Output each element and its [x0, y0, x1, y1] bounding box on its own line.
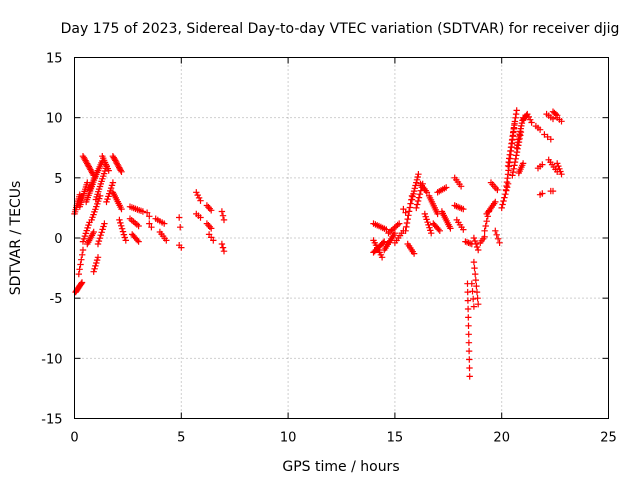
chart-title: Day 175 of 2023, Sidereal Day-to-day VTE…: [61, 21, 620, 37]
x-axis-label: GPS time / hours: [282, 459, 399, 475]
x-tick-label: 25: [600, 431, 617, 446]
x-tick-label: 5: [177, 431, 185, 446]
y-tick-label: 0: [54, 232, 62, 247]
y-tick-label: -10: [41, 352, 62, 367]
x-tick-label: 0: [70, 431, 78, 446]
y-tick-label: -5: [50, 292, 63, 307]
x-tick-label: 10: [280, 431, 297, 446]
x-tick-label: 20: [493, 431, 510, 446]
data-points: [71, 107, 565, 380]
data-point-markers: [71, 107, 565, 380]
x-tick-label: 15: [387, 431, 404, 446]
y-tick-label: 10: [46, 112, 63, 127]
y-tick-label: 15: [46, 52, 63, 67]
axis-ticks: 0 5 10 15 20 25 -15 -10 -5 0 5 10 15: [41, 52, 617, 446]
y-axis-label: SDTVAR / TECUs: [8, 181, 24, 296]
y-tick-label: 5: [54, 172, 62, 187]
y-tick-label: -15: [41, 413, 62, 428]
grid: [74, 57, 609, 419]
plot-frame: [74, 57, 609, 419]
